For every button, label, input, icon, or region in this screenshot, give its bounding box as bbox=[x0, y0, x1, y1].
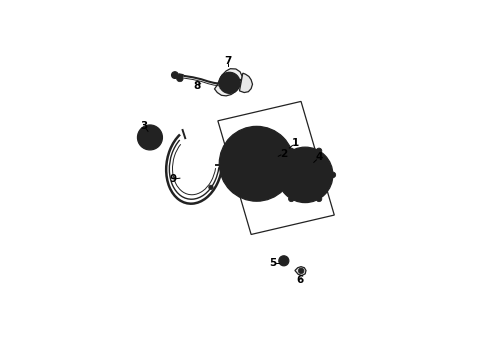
Circle shape bbox=[284, 154, 326, 195]
Circle shape bbox=[209, 185, 213, 190]
Circle shape bbox=[298, 156, 303, 161]
Circle shape bbox=[138, 125, 162, 150]
Circle shape bbox=[254, 135, 259, 141]
Circle shape bbox=[330, 172, 336, 177]
Circle shape bbox=[319, 177, 324, 182]
Circle shape bbox=[143, 131, 157, 144]
Circle shape bbox=[279, 256, 289, 266]
Circle shape bbox=[298, 268, 304, 274]
Circle shape bbox=[221, 75, 227, 81]
Circle shape bbox=[236, 143, 277, 185]
Circle shape bbox=[276, 174, 282, 179]
Circle shape bbox=[275, 172, 280, 177]
Polygon shape bbox=[215, 69, 242, 96]
Polygon shape bbox=[295, 267, 306, 275]
Circle shape bbox=[224, 77, 235, 89]
Circle shape bbox=[254, 186, 259, 192]
Circle shape bbox=[277, 147, 333, 203]
Circle shape bbox=[291, 185, 295, 189]
Circle shape bbox=[315, 160, 320, 165]
Circle shape bbox=[219, 72, 240, 93]
Text: 1: 1 bbox=[292, 138, 299, 148]
Circle shape bbox=[232, 174, 237, 179]
Text: 4: 4 bbox=[316, 152, 323, 162]
Circle shape bbox=[222, 129, 292, 198]
Circle shape bbox=[289, 196, 294, 202]
Text: 5: 5 bbox=[269, 258, 276, 268]
Circle shape bbox=[292, 162, 318, 188]
Circle shape bbox=[286, 168, 291, 173]
Circle shape bbox=[244, 150, 270, 177]
Circle shape bbox=[229, 136, 284, 192]
Circle shape bbox=[316, 148, 322, 154]
Circle shape bbox=[281, 258, 286, 263]
Circle shape bbox=[316, 196, 322, 202]
Text: 9: 9 bbox=[170, 174, 176, 184]
Circle shape bbox=[172, 72, 178, 78]
Text: 3: 3 bbox=[141, 121, 148, 131]
Circle shape bbox=[307, 189, 312, 194]
Circle shape bbox=[276, 148, 282, 154]
Circle shape bbox=[298, 168, 312, 182]
Circle shape bbox=[176, 75, 183, 82]
Polygon shape bbox=[240, 73, 252, 93]
Text: 6: 6 bbox=[297, 275, 304, 285]
Circle shape bbox=[232, 148, 237, 154]
Circle shape bbox=[219, 126, 294, 201]
Text: 8: 8 bbox=[194, 81, 201, 91]
Text: 2: 2 bbox=[280, 149, 287, 158]
Circle shape bbox=[289, 148, 294, 154]
Circle shape bbox=[248, 156, 265, 172]
Text: 7: 7 bbox=[225, 56, 232, 66]
